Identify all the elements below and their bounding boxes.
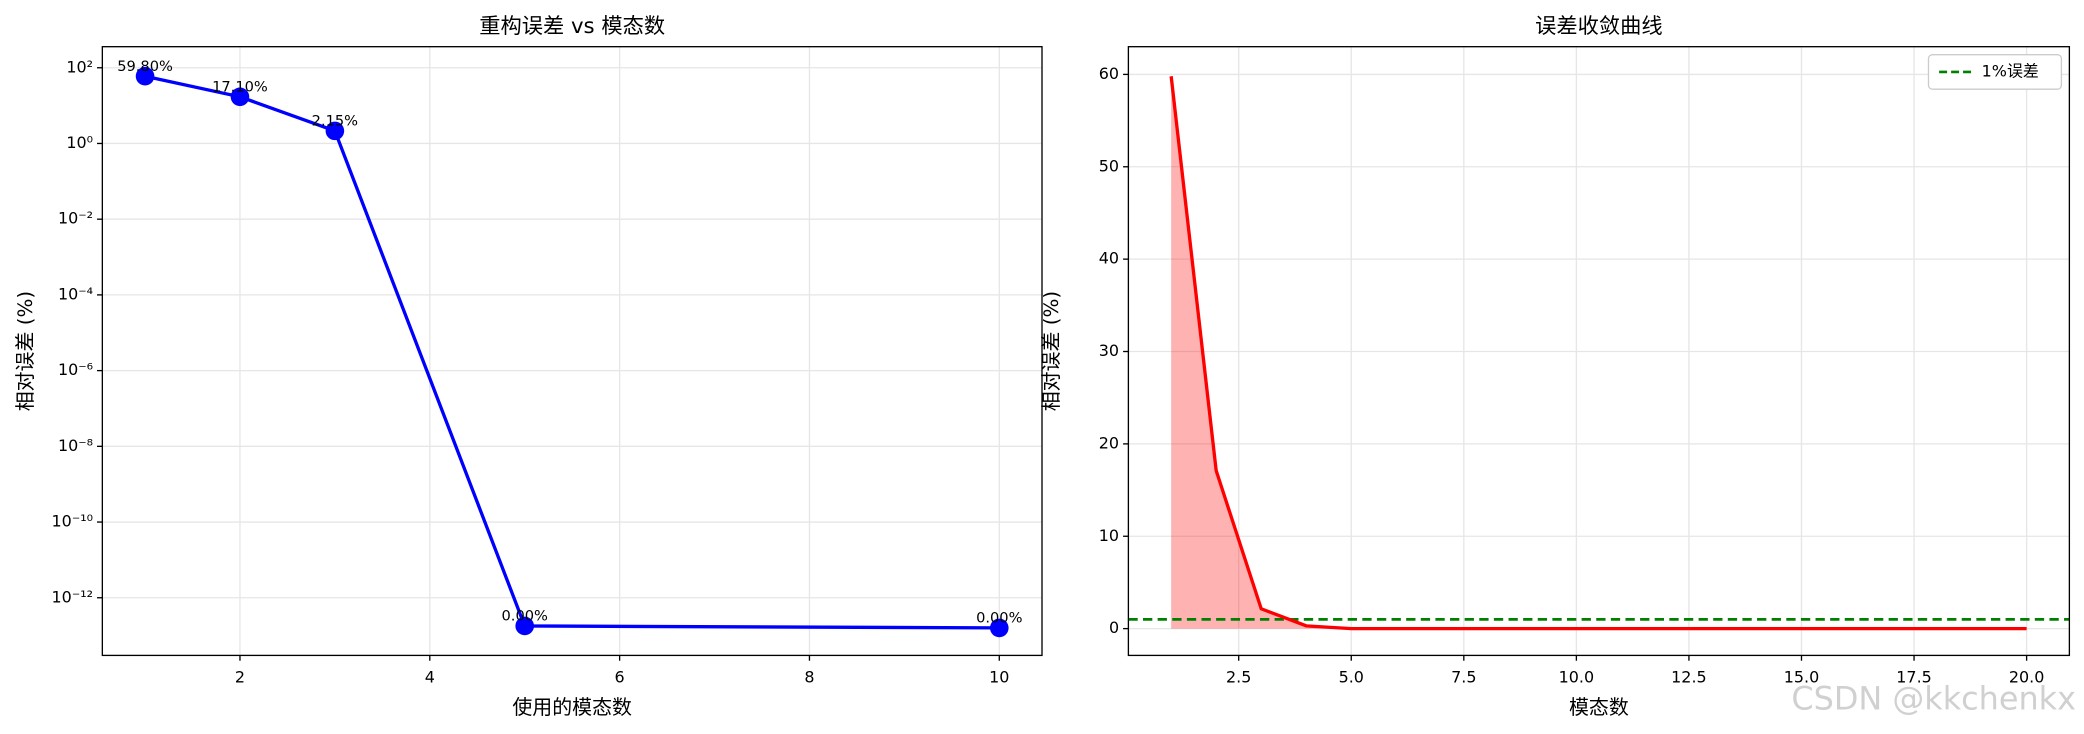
- x-tick-label: 2: [235, 668, 245, 687]
- legend: 1%误差: [1927, 54, 2063, 90]
- x-axis-label: 使用的模态数: [512, 696, 632, 719]
- x-tick-label: 8: [804, 668, 814, 687]
- x-tick-label: 10: [989, 668, 1009, 687]
- x-tick-label: 15.0: [1784, 668, 1820, 687]
- y-tick-label: 40: [1099, 249, 1119, 268]
- legend-label: 1%误差: [1982, 61, 2039, 80]
- y-tick-label: 10⁰: [66, 133, 93, 152]
- data-label: 59.80%: [117, 58, 173, 75]
- y-tick-label: 10⁻¹⁰: [52, 512, 93, 531]
- data-label: 17.10%: [212, 78, 268, 95]
- data-label: 0.00%: [976, 610, 1023, 627]
- y-tick-label: 0: [1109, 618, 1119, 637]
- data-line: [1169, 76, 2027, 631]
- y-tick-label: 10⁻⁴: [58, 284, 93, 303]
- y-tick-label: 50: [1099, 156, 1119, 175]
- y-axis-label: 相对误差 (%): [1040, 291, 1063, 412]
- data-point: [230, 87, 250, 107]
- x-tick-label: 2.5: [1226, 668, 1251, 687]
- plot-area: [1128, 76, 2070, 631]
- x-tick-label: 7.5: [1451, 668, 1476, 687]
- data-point: [989, 618, 1009, 638]
- chart-title: 误差收敛曲线: [1535, 14, 1663, 39]
- data-label: 2.15%: [312, 113, 359, 130]
- data-point: [135, 66, 155, 86]
- data-point: [325, 121, 345, 141]
- data-label: 0.00%: [502, 608, 549, 625]
- x-tick-label: 12.5: [1671, 668, 1707, 687]
- chart-title: 重构误差 vs 模态数: [479, 14, 665, 39]
- area-fill: [1171, 76, 2027, 629]
- data-line: [144, 74, 1000, 630]
- x-tick-label: 6: [615, 668, 625, 687]
- y-tick-label: 30: [1099, 341, 1119, 360]
- plot-frame: [1127, 46, 2071, 657]
- y-tick-label: 10⁻¹²: [52, 587, 93, 606]
- y-axis-label: 相对误差 (%): [14, 291, 37, 412]
- x-tick-label: 17.5: [1896, 668, 1932, 687]
- y-tick-label: 10²: [66, 57, 93, 76]
- y-tick-label: 10⁻⁸: [58, 436, 93, 455]
- data-point: [515, 616, 535, 636]
- y-tick-label: 60: [1099, 64, 1119, 83]
- y-tick-label: 10⁻⁶: [58, 360, 93, 379]
- plot-area: [135, 66, 1009, 638]
- plot-frame: [101, 46, 1043, 657]
- x-tick-label: 4: [425, 668, 435, 687]
- legend-box: [1927, 54, 2063, 90]
- x-axis-label: 模态数: [1569, 696, 1629, 719]
- x-tick-label: 20.0: [2009, 668, 2045, 687]
- y-tick-label: 10⁻²: [58, 209, 93, 228]
- x-tick-label: 5.0: [1339, 668, 1364, 687]
- y-tick-label: 10: [1099, 526, 1119, 545]
- y-tick-label: 20: [1099, 433, 1119, 452]
- x-tick-label: 10.0: [1559, 668, 1595, 687]
- watermark: CSDN @kkchenkx: [1791, 680, 2076, 718]
